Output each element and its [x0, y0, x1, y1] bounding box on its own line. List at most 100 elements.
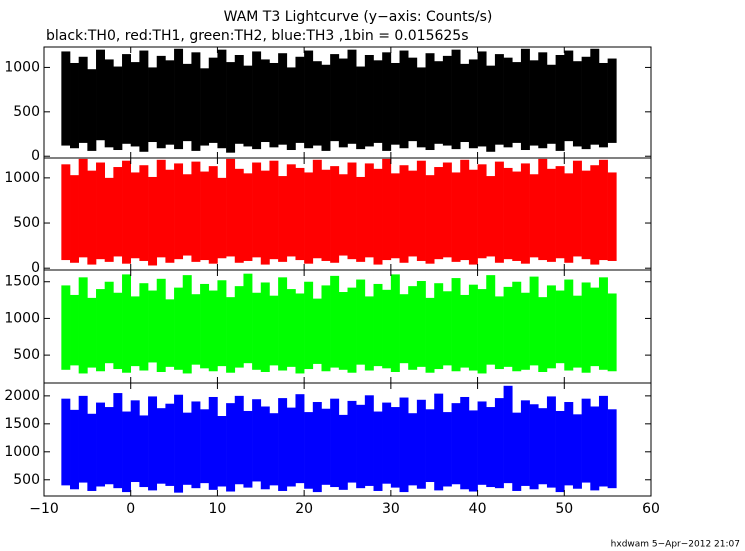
signal-band	[234, 54, 244, 144]
signal-band	[572, 414, 582, 489]
signal-band	[295, 293, 305, 374]
signal-band	[390, 407, 400, 488]
signal-band	[130, 400, 140, 483]
signal-band	[78, 395, 88, 483]
signal-band	[373, 411, 383, 491]
signal-band	[364, 163, 374, 258]
signal-band	[78, 158, 88, 258]
signal-band	[477, 51, 487, 147]
signal-band	[226, 158, 236, 257]
signal-band	[434, 167, 444, 260]
signal-band	[200, 409, 210, 484]
signal-band	[382, 158, 392, 261]
signal-band	[529, 404, 539, 490]
signal-band	[538, 297, 548, 372]
y-tick-label: 500	[13, 472, 40, 488]
signal-band	[564, 50, 574, 142]
y-tick-label: 500	[13, 215, 40, 231]
signal-band	[338, 58, 348, 148]
x-tick-label: 20	[295, 501, 313, 517]
signal-band	[217, 177, 227, 259]
signal-band	[598, 395, 608, 487]
signal-band	[87, 297, 97, 368]
signal-band	[174, 48, 184, 150]
signal-band	[590, 165, 600, 265]
signal-band	[373, 60, 383, 143]
signal-band	[174, 394, 184, 493]
signal-band	[243, 173, 253, 261]
signal-band	[373, 168, 383, 265]
signal-band	[217, 49, 227, 149]
signal-band	[425, 175, 435, 264]
signal-band	[174, 287, 184, 370]
signal-band	[364, 296, 374, 371]
signal-band	[364, 395, 374, 486]
signal-band	[330, 166, 340, 263]
signal-band	[148, 67, 158, 143]
signal-band	[252, 292, 262, 370]
signal-band	[312, 61, 322, 146]
y-tick-label: 1000	[4, 170, 40, 186]
signal-band	[269, 413, 279, 486]
signal-band	[70, 62, 79, 149]
signal-band	[494, 398, 504, 489]
signal-band	[191, 161, 201, 262]
signal-band	[598, 277, 608, 370]
signal-band	[555, 166, 565, 259]
signal-band	[408, 57, 418, 142]
signal-band	[364, 54, 374, 147]
signal-band	[104, 407, 114, 485]
signal-band	[503, 385, 513, 484]
signal-band	[442, 55, 452, 146]
signal-band	[269, 295, 279, 366]
signal-band	[356, 66, 366, 150]
signal-band	[390, 62, 400, 145]
signal-band	[78, 277, 88, 374]
signal-band	[165, 169, 175, 263]
signal-band	[269, 160, 279, 260]
signal-band	[286, 164, 296, 257]
signal-band	[226, 62, 236, 153]
signal-band	[494, 161, 504, 263]
signal-band	[139, 50, 149, 152]
signal-band	[408, 413, 418, 486]
signal-band	[494, 296, 504, 370]
signal-band	[538, 408, 548, 485]
signal-band	[590, 287, 600, 367]
signal-band	[191, 52, 201, 151]
signal-band	[208, 396, 218, 490]
signal-band	[182, 174, 192, 256]
signal-band	[330, 54, 340, 142]
signal-band	[581, 170, 591, 260]
signal-band	[503, 286, 513, 367]
signal-band	[425, 297, 435, 373]
signal-band	[260, 282, 270, 372]
signal-band	[304, 412, 314, 489]
signal-band	[104, 177, 114, 262]
signal-band	[468, 59, 478, 149]
signal-band	[442, 162, 452, 258]
signal-band	[312, 402, 322, 493]
signal-band	[208, 290, 218, 372]
signal-band	[286, 407, 296, 487]
signal-band	[252, 162, 262, 258]
signal-band	[416, 281, 426, 367]
signal-band	[512, 171, 522, 261]
signal-band	[538, 52, 548, 149]
signal-band	[399, 294, 409, 364]
signal-band	[321, 285, 331, 372]
signal-band	[295, 394, 305, 484]
signal-band	[70, 409, 79, 490]
signal-band	[434, 393, 444, 491]
signal-band	[182, 275, 192, 374]
signal-band	[122, 411, 132, 493]
signal-band	[330, 398, 340, 488]
signal-band	[321, 169, 331, 261]
signal-band	[278, 277, 288, 371]
signal-band	[226, 403, 236, 492]
signal-band	[96, 402, 105, 487]
signal-band	[122, 274, 132, 373]
x-tick-label: 10	[209, 501, 227, 517]
signal-band	[572, 295, 582, 368]
signal-band	[234, 168, 244, 263]
